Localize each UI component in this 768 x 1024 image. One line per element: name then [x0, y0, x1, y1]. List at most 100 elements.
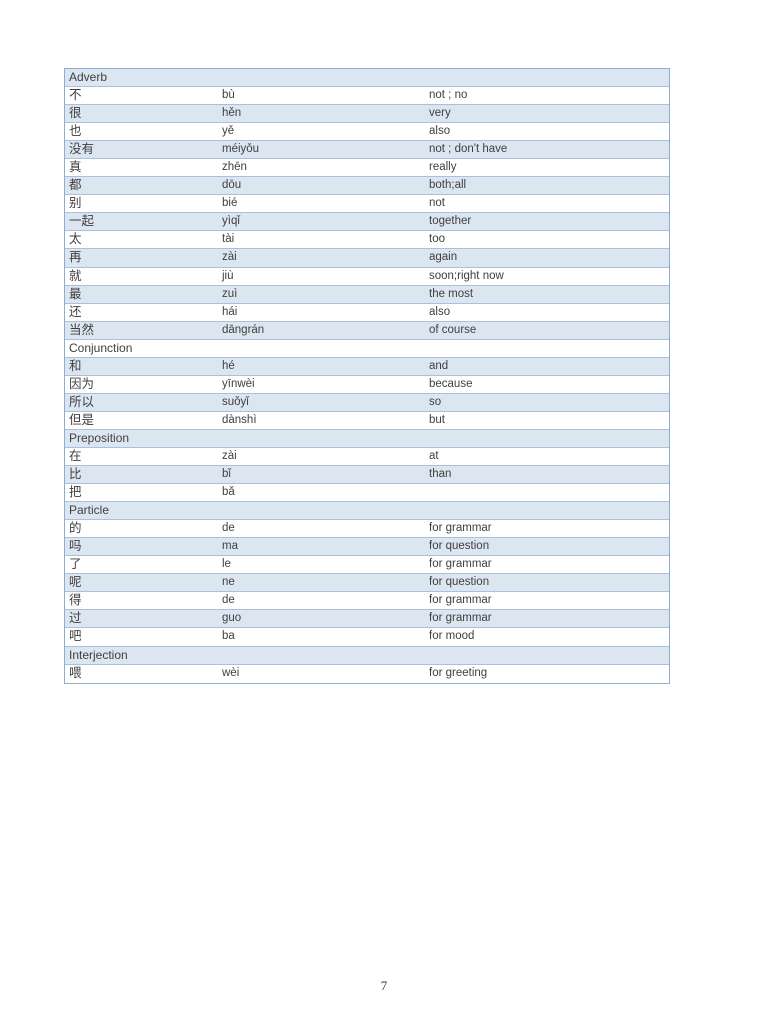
hanzi-cell: 因为	[69, 376, 95, 391]
pinyin-cell: yìqǐ	[222, 215, 240, 228]
section-header-label: Interjection	[69, 647, 128, 662]
pinyin-cell: guo	[222, 612, 242, 625]
meaning-cell: for question	[429, 576, 490, 589]
pinyin-cell: méiyǒu	[222, 143, 260, 156]
meaning-cell: also	[429, 125, 451, 138]
meaning-cell: but	[429, 413, 445, 426]
section-header-label: Adverb	[69, 70, 108, 85]
table-row: 过 guo for grammar	[65, 610, 669, 629]
table-row: 得 de for grammar	[65, 592, 669, 611]
table-row: 因为 yīnwèi because	[65, 376, 669, 394]
table-row: 所以 suǒyǐ so	[65, 393, 669, 412]
table-row: 都 dōu both;all	[65, 177, 669, 196]
hanzi-cell: 比	[69, 467, 82, 482]
table-row: 了 le for grammar	[65, 556, 669, 575]
pinyin-cell: dāngrán	[222, 323, 265, 336]
table-row: 还 hái also	[65, 304, 669, 322]
table-row: 再 zài again	[65, 249, 669, 268]
pinyin-cell: jiù	[222, 269, 234, 282]
table-row: 吗 ma for question	[65, 538, 669, 557]
table-row: 但是 dànshì but	[65, 412, 669, 430]
hanzi-cell: 一起	[69, 214, 95, 229]
meaning-cell: of course	[429, 323, 477, 336]
pinyin-cell: hé	[222, 359, 235, 372]
hanzi-cell: 还	[69, 304, 82, 319]
table-row: 当然 dāngrán of course	[65, 321, 669, 340]
table-row: 的 de for grammar	[65, 520, 669, 539]
hanzi-cell: 吗	[69, 539, 82, 554]
pinyin-cell: tài	[222, 233, 235, 246]
vocabulary-table: Adverb 不 bù not ; no 很 hěn very 也 yě also 没有 méiyǒu…	[64, 68, 670, 684]
pinyin-cell: zuì	[222, 287, 238, 300]
section-header-label: Particle	[69, 503, 110, 518]
hanzi-cell: 再	[69, 250, 82, 265]
pinyin-cell: zhēn	[222, 161, 247, 174]
table-row: 吧 ba for mood	[65, 628, 669, 647]
pinyin-cell: bǎ	[222, 486, 235, 499]
pinyin-cell: bié	[222, 197, 238, 210]
pinyin-cell: suǒyǐ	[222, 395, 249, 408]
meaning-cell: for greeting	[429, 667, 488, 680]
table-row: 别 bié not	[65, 195, 669, 214]
page-number: 7	[380, 978, 388, 993]
hanzi-cell: 和	[69, 358, 82, 373]
pinyin-cell: zài	[222, 450, 237, 462]
table-row: 把 bǎ	[65, 484, 669, 503]
meaning-cell: for grammar	[429, 558, 492, 571]
section-header-row: Interjection	[65, 646, 669, 665]
meaning-cell: so	[429, 395, 442, 408]
hanzi-cell: 都	[69, 178, 82, 193]
section-header-label: Preposition	[69, 430, 130, 445]
pinyin-cell: dànshì	[222, 413, 257, 426]
pinyin-cell: ma	[222, 540, 238, 553]
hanzi-cell: 但是	[69, 412, 95, 427]
pinyin-cell: le	[222, 558, 231, 571]
meaning-cell: not ; don't have	[429, 143, 508, 156]
hanzi-cell: 就	[69, 268, 82, 283]
table-row: 在 zài at	[65, 448, 669, 467]
hanzi-cell: 当然	[69, 322, 95, 337]
hanzi-cell: 别	[69, 196, 82, 211]
pinyin-cell: yě	[222, 125, 235, 138]
hanzi-cell: 很	[69, 106, 82, 121]
table-row: 真 zhēn really	[65, 159, 669, 178]
hanzi-cell: 得	[69, 593, 82, 608]
hanzi-cell: 了	[69, 557, 82, 572]
meaning-cell: for grammar	[429, 612, 492, 625]
pinyin-cell: ne	[222, 576, 235, 589]
meaning-cell: because	[429, 377, 473, 390]
table-row: 不 bù not ; no	[65, 87, 669, 106]
meaning-cell: soon;right now	[429, 269, 504, 282]
meaning-cell: for grammar	[429, 594, 492, 607]
pinyin-cell: zài	[222, 251, 237, 264]
table-row: 很 hěn very	[65, 105, 669, 124]
meaning-cell: too	[429, 233, 445, 246]
table-row: 就 jiù soon;right now	[65, 268, 669, 286]
pinyin-cell: de	[222, 522, 235, 535]
pinyin-cell: hái	[222, 305, 238, 318]
hanzi-cell: 也	[69, 124, 82, 139]
meaning-cell: really	[429, 161, 457, 174]
table-row: 一起 yìqǐ together	[65, 213, 669, 232]
pinyin-cell: ba	[222, 630, 235, 643]
meaning-cell: for mood	[429, 630, 475, 643]
table-row: 和 hé and	[65, 357, 669, 376]
pinyin-cell: hěn	[222, 107, 242, 120]
meaning-cell: not ; no	[429, 89, 468, 102]
hanzi-cell: 不	[69, 88, 82, 103]
hanzi-cell: 太	[69, 232, 82, 247]
hanzi-cell: 过	[69, 611, 82, 626]
table-row: 喂 wèi for greeting	[65, 665, 669, 683]
hanzi-cell: 所以	[69, 394, 95, 409]
section-header-row: Adverb	[65, 69, 669, 88]
hanzi-cell: 在	[69, 449, 82, 463]
table-row: 也 yě also	[65, 123, 669, 142]
meaning-cell: than	[429, 468, 452, 481]
meaning-cell: the most	[429, 287, 474, 300]
section-header-row: Conjunction	[65, 340, 669, 358]
pinyin-cell: bǐ	[222, 468, 231, 481]
hanzi-cell: 喂	[69, 666, 82, 681]
pinyin-cell: de	[222, 594, 235, 607]
section-header-row: Preposition	[65, 429, 669, 448]
